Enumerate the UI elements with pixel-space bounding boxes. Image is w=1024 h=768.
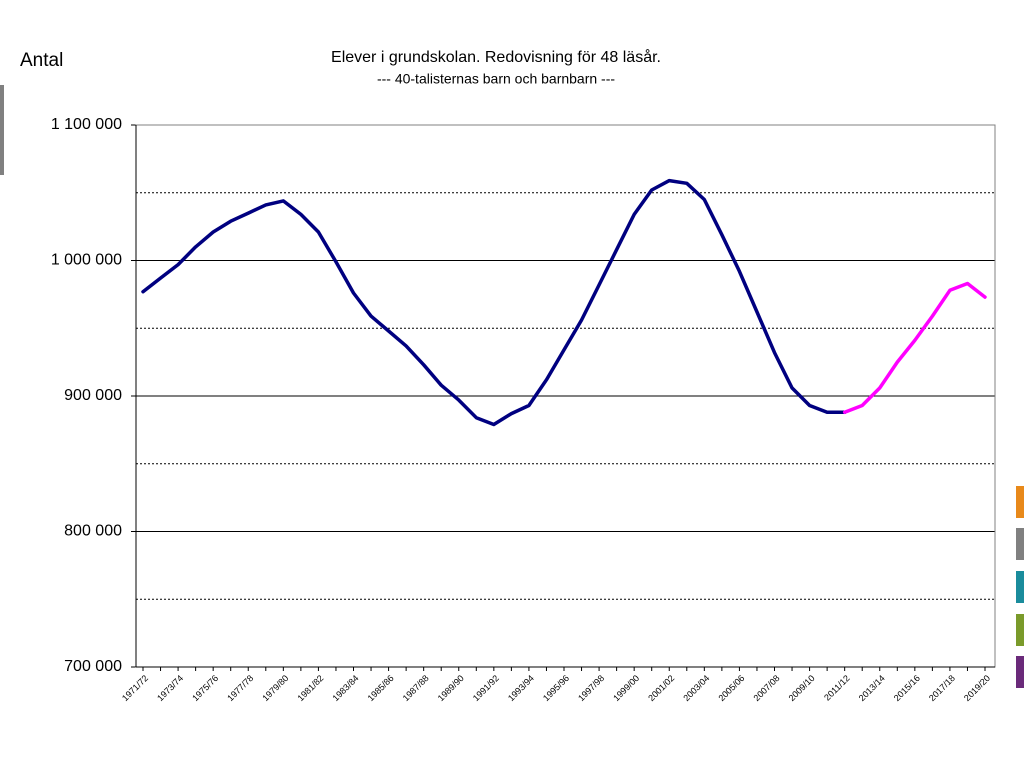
x-tick-label: 1977/78 bbox=[225, 673, 255, 703]
x-tick-label: 2017/18 bbox=[927, 673, 957, 703]
x-tick-label: 1973/74 bbox=[155, 673, 185, 703]
x-tick-label: 1989/90 bbox=[436, 673, 466, 703]
chart-title: Elever i grundskolan. Redovisning för 48… bbox=[331, 48, 661, 66]
deco-square bbox=[1016, 486, 1024, 518]
x-tick-label: 1999/00 bbox=[611, 673, 641, 703]
x-tick-label: 2001/02 bbox=[646, 673, 676, 703]
series-line bbox=[141, 178, 847, 427]
x-tick-label: 1987/88 bbox=[401, 673, 431, 703]
x-tick-label: 1979/80 bbox=[260, 673, 290, 703]
x-tick-label: 1995/96 bbox=[541, 673, 571, 703]
x-tick-label: 1983/84 bbox=[331, 673, 361, 703]
side-bar bbox=[0, 85, 4, 175]
deco-square bbox=[1016, 614, 1024, 646]
y-tick-label: 900 000 bbox=[64, 387, 122, 404]
y-tick-label: 700 000 bbox=[64, 658, 122, 675]
x-tick-label: 2019/20 bbox=[962, 673, 992, 703]
x-tick-label: 1981/82 bbox=[295, 673, 325, 703]
deco-square bbox=[1016, 571, 1024, 603]
x-tick-label: 1985/86 bbox=[366, 673, 396, 703]
y-tick-label: 1 100 000 bbox=[51, 116, 122, 133]
series-line bbox=[842, 281, 987, 415]
x-tick-label: 1997/98 bbox=[576, 673, 606, 703]
x-tick-label: 2005/06 bbox=[716, 673, 746, 703]
x-tick-label: 2015/16 bbox=[892, 673, 922, 703]
x-tick-label: 1975/76 bbox=[190, 673, 220, 703]
x-tick-label: 2009/10 bbox=[787, 673, 817, 703]
x-tick-label: 2013/14 bbox=[857, 673, 887, 703]
chart-subtitle: --- 40-talisternas barn och barnbarn --- bbox=[377, 71, 615, 87]
deco-square bbox=[1016, 656, 1024, 688]
deco-square bbox=[1016, 528, 1024, 560]
x-tick-label: 1993/94 bbox=[506, 673, 536, 703]
y-tick-label: 1 000 000 bbox=[51, 252, 122, 269]
x-tick-label: 1991/92 bbox=[471, 673, 501, 703]
x-tick-label: 2011/12 bbox=[822, 673, 852, 703]
x-tick-label: 2003/04 bbox=[681, 673, 711, 703]
y-axis-label: Antal bbox=[20, 50, 63, 71]
x-tick-label: 2007/08 bbox=[752, 673, 782, 703]
x-tick-label: 1971/72 bbox=[120, 673, 150, 703]
y-tick-label: 800 000 bbox=[64, 523, 122, 540]
